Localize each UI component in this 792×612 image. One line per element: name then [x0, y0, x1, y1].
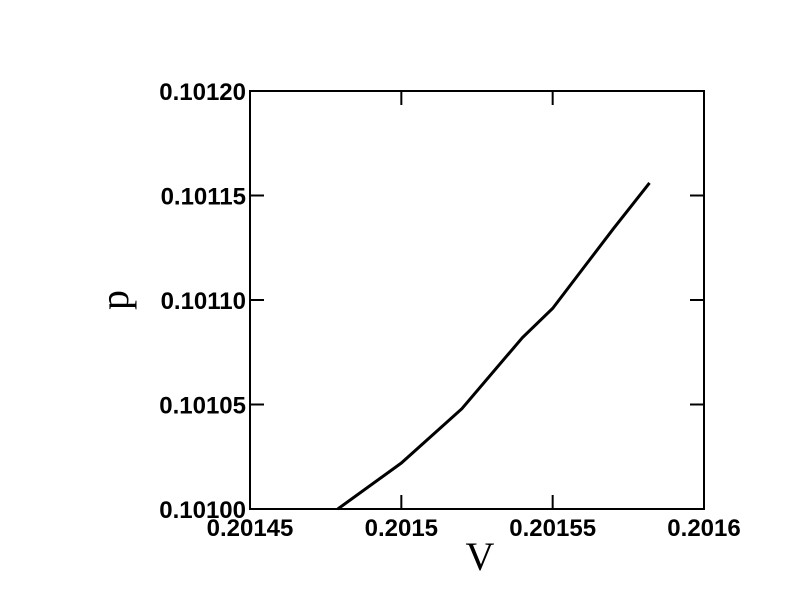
- y-tick-label: 0.10110: [161, 288, 246, 315]
- y-tick-label: 0.10100: [159, 497, 246, 524]
- y-tick-label: 0.10115: [161, 184, 246, 211]
- y-tick-label: 0.10105: [159, 393, 246, 420]
- x-axis-label: V: [466, 534, 495, 579]
- x-tick-label: 0.2015: [365, 515, 438, 542]
- y-axis-label: p: [92, 290, 137, 310]
- x-tick-label: 0.2016: [667, 515, 740, 542]
- x-tick-label: 0.20155: [509, 515, 596, 542]
- data-line: [336, 182, 651, 511]
- x-tick-label: 0.20145: [207, 515, 294, 542]
- y-tick-label: 0.10120: [159, 79, 246, 106]
